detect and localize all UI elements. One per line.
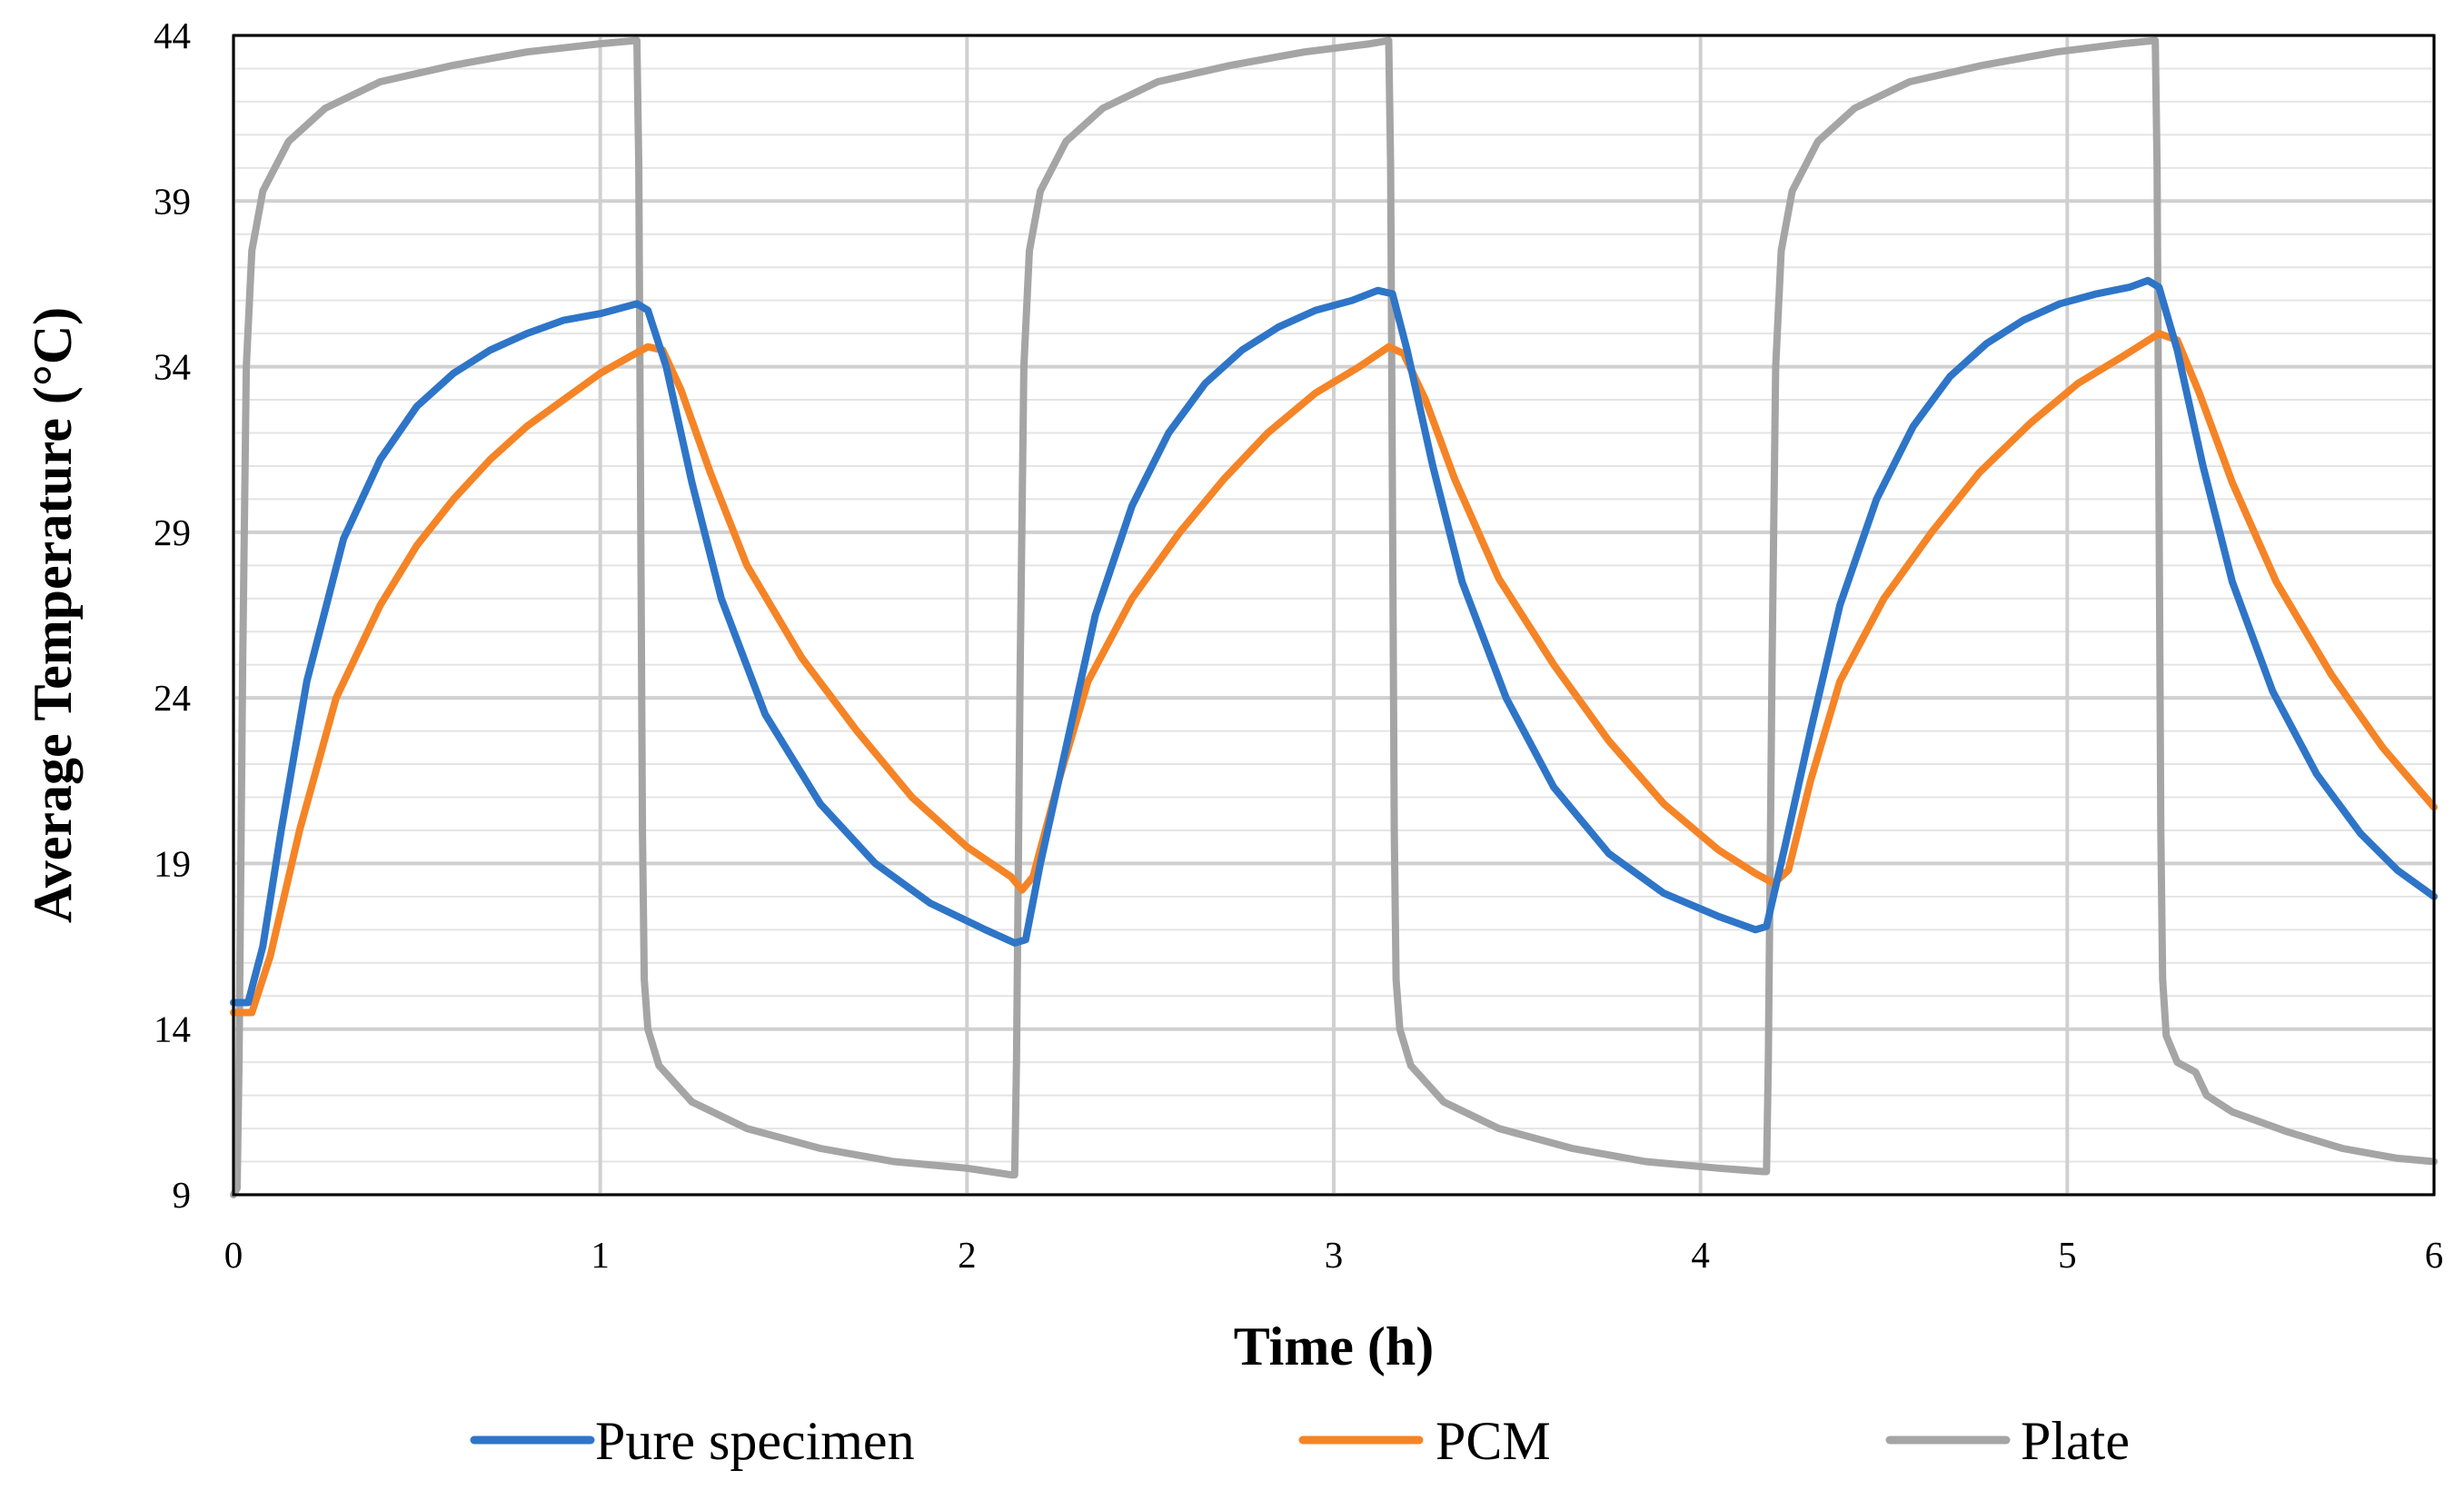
x-axis-tick-labels: 0 1 2 3 4 5 6 — [224, 1234, 2444, 1276]
x-tick-label: 4 — [1691, 1234, 1710, 1276]
y-axis-title: Average Temperature (°C) — [23, 307, 83, 923]
legend: Pure specimen PCM Plate — [470, 1411, 2130, 1471]
y-tick-label: 29 — [154, 512, 191, 553]
y-tick-label: 19 — [154, 842, 191, 884]
legend-item-pure-specimen: Pure specimen — [470, 1411, 915, 1471]
y-tick-label: 24 — [154, 677, 191, 719]
legend-item-plate: Plate — [1885, 1411, 2130, 1471]
plot-area-border — [232, 34, 2436, 1197]
x-axis-title: Time (h) — [1234, 1316, 1435, 1376]
x-tick-label: 6 — [2425, 1234, 2444, 1276]
y-tick-label: 39 — [154, 180, 191, 222]
y-tick-label: 34 — [154, 346, 191, 388]
legend-item-pcm: PCM — [1298, 1411, 1551, 1471]
y-tick-label: 14 — [154, 1008, 191, 1050]
y-tick-label: 44 — [154, 15, 191, 56]
y-axis-tick-labels: 9 14 19 24 29 34 39 44 — [154, 15, 191, 1216]
legend-label-pure-specimen: Pure specimen — [595, 1411, 915, 1471]
legend-label-pcm: PCM — [1436, 1411, 1551, 1471]
x-tick-label: 1 — [591, 1234, 610, 1276]
y-tick-label: 9 — [173, 1174, 192, 1216]
x-tick-label: 3 — [1325, 1234, 1344, 1276]
series-layer — [230, 36, 2438, 1198]
x-tick-label: 5 — [2058, 1234, 2077, 1276]
series-line-pcm — [230, 330, 2438, 1017]
series-line-pure-specimen — [230, 276, 2438, 1007]
legend-label-plate: Plate — [2021, 1411, 2130, 1471]
x-tick-label: 0 — [224, 1234, 243, 1276]
series-line-plate — [230, 36, 2438, 1198]
x-tick-label: 2 — [958, 1234, 977, 1276]
